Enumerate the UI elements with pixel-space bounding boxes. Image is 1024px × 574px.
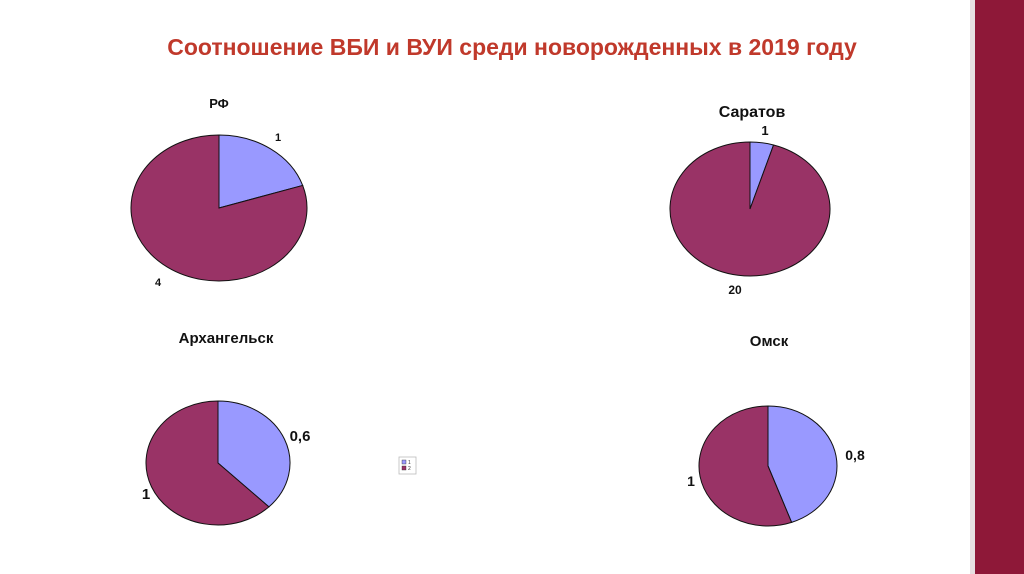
pie-slice-1 — [218, 134, 304, 209]
pie-chart-2: Саратов 1 20 — [669, 104, 831, 297]
legend-swatch-1 — [401, 459, 407, 465]
sidebar-divider — [970, 0, 975, 574]
legend-swatch-2 — [401, 465, 407, 471]
pie-slice-1 — [767, 405, 838, 523]
decorative-sidebar — [975, 0, 1024, 574]
pie-chart-4: Омск 0,8 1 — [687, 333, 865, 527]
data-label: 20 — [728, 283, 742, 297]
data-label: 1 — [687, 473, 695, 489]
data-label: 4 — [155, 277, 162, 289]
pie-title: Саратов — [719, 104, 786, 121]
legend-label: 2 — [408, 466, 411, 472]
legend-frame — [398, 456, 417, 475]
data-label: 0,8 — [845, 447, 865, 463]
pie-slice-2 — [669, 141, 831, 277]
data-label: 1 — [761, 123, 768, 138]
legend-label: 1 — [408, 460, 411, 466]
pie-title: Омск — [750, 333, 789, 350]
pie-title: РФ — [209, 96, 229, 111]
slide-title: Соотношение ВБИ и ВУИ среди новорожденны… — [167, 34, 857, 60]
pie-title: Архангельск — [179, 330, 274, 347]
pie-chart-3: Архангельск 0,6 1 — [142, 330, 311, 526]
data-label: 1 — [142, 486, 150, 503]
pie-slice-1 — [217, 400, 291, 508]
pie-slice-2 — [698, 405, 793, 527]
pie-slice-2 — [145, 400, 270, 526]
data-label: 1 — [275, 132, 281, 144]
chart-legend: 12 — [398, 456, 417, 475]
data-label: 0,6 — [290, 428, 311, 445]
pie-slice-2 — [130, 134, 308, 282]
pie-chart-1: РФ 1 4 — [130, 96, 308, 289]
